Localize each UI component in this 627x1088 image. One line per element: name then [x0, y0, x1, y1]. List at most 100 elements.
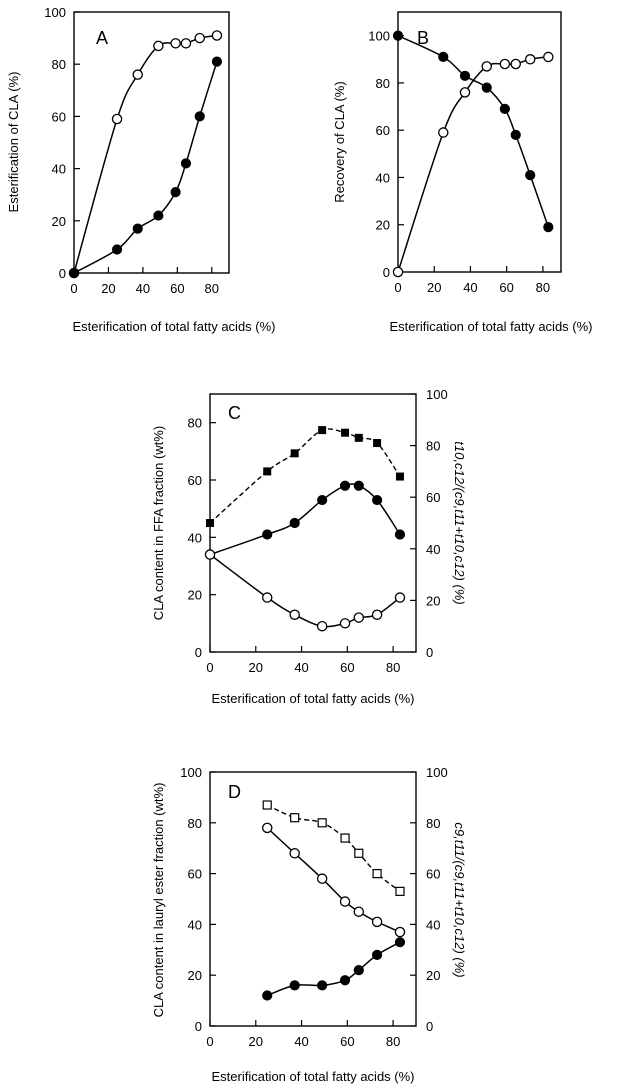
- y-tick-label: 80: [188, 816, 202, 831]
- data-point: [211, 56, 223, 67]
- data-point: [353, 906, 365, 917]
- data-point: [289, 609, 300, 620]
- y-axis-title: Recovery of CLA (%): [332, 81, 347, 202]
- data-point: [180, 158, 192, 169]
- data-point: [459, 87, 471, 98]
- data-point: [510, 58, 521, 70]
- x-tick-label: 80: [386, 660, 400, 675]
- y-tick-label: 40: [52, 162, 66, 177]
- series-fit-line: [209, 483, 401, 556]
- series-fit-line: [209, 428, 401, 524]
- data-point: [194, 111, 205, 122]
- y-tick-label: 0: [383, 265, 390, 280]
- data-point: [392, 266, 404, 278]
- data-point: [318, 426, 327, 435]
- y-tick-label: 80: [376, 76, 390, 91]
- y-right-axis-title: t10,c12/(c9,t11+t10,c12) (%): [452, 441, 467, 604]
- data-point: [262, 990, 273, 1001]
- data-point: [524, 54, 536, 65]
- x-axis-title: Esterification of total fatty acids (%): [389, 319, 592, 334]
- data-point: [353, 480, 364, 491]
- panel-label: B: [417, 28, 429, 48]
- data-point: [371, 916, 383, 928]
- y-right-tick-label: 20: [426, 968, 440, 983]
- series-1: [392, 51, 554, 278]
- x-tick-label: 0: [206, 1034, 213, 1049]
- panel-label: D: [228, 782, 241, 802]
- y-right-tick-label: 60: [426, 490, 440, 505]
- x-tick-label: 20: [249, 1034, 263, 1049]
- series-2: [261, 822, 406, 938]
- data-point: [153, 210, 164, 221]
- series-fit-line: [397, 34, 550, 228]
- x-tick-label: 40: [136, 281, 150, 296]
- series-2: [204, 480, 406, 560]
- series-1: [68, 30, 223, 279]
- y-right-tick-label: 0: [426, 645, 433, 660]
- y-right-tick-label: 40: [426, 542, 440, 557]
- data-point: [339, 896, 351, 907]
- data-point: [499, 103, 510, 115]
- plot-frame: [209, 771, 417, 1027]
- data-point: [261, 592, 273, 603]
- series-3: [204, 549, 406, 632]
- x-tick-label: 60: [499, 280, 513, 295]
- data-point: [481, 61, 492, 72]
- data-point: [180, 38, 192, 49]
- data-point: [354, 848, 364, 858]
- y-axis-title: CLA content in lauryl ester fraction (wt…: [151, 783, 166, 1018]
- data-point: [354, 433, 363, 442]
- series-2: [392, 30, 554, 233]
- data-point: [438, 51, 449, 63]
- y-right-tick-label: 80: [426, 816, 440, 831]
- series-fit-line: [266, 941, 401, 997]
- data-point: [68, 267, 80, 279]
- data-point: [289, 848, 300, 859]
- data-point: [263, 467, 272, 476]
- series-2: [68, 56, 223, 279]
- y-right-tick-label: 100: [426, 387, 448, 402]
- y-right-tick-label: 60: [426, 867, 440, 882]
- data-point: [289, 980, 300, 991]
- series-fit-line: [73, 34, 218, 274]
- panel-label: A: [96, 28, 108, 48]
- x-tick-label: 20: [249, 660, 263, 675]
- data-point: [525, 169, 536, 181]
- data-point: [316, 620, 328, 632]
- x-tick-label: 40: [294, 1034, 308, 1049]
- y-right-tick-label: 20: [426, 593, 440, 608]
- y-tick-label: 100: [368, 29, 390, 44]
- data-point: [289, 517, 300, 529]
- data-point: [394, 529, 406, 540]
- y-tick-label: 60: [188, 867, 202, 882]
- data-point: [317, 980, 328, 991]
- x-tick-label: 0: [70, 281, 77, 296]
- data-point: [111, 113, 123, 125]
- y-right-tick-label: 100: [426, 765, 448, 780]
- data-point: [394, 926, 406, 938]
- series-fit-line: [266, 827, 401, 933]
- data-point: [510, 129, 521, 141]
- x-tick-label: 80: [205, 281, 219, 296]
- data-point: [394, 592, 406, 603]
- data-point: [341, 428, 350, 437]
- y-tick-label: 0: [195, 1019, 202, 1034]
- x-tick-label: 60: [340, 660, 354, 675]
- x-tick-label: 80: [386, 1034, 400, 1049]
- data-point: [353, 612, 365, 623]
- y-tick-label: 100: [44, 5, 66, 20]
- series-fit-line: [209, 553, 401, 628]
- data-point: [371, 609, 383, 620]
- y-tick-label: 20: [52, 214, 66, 229]
- y-tick-label: 40: [188, 530, 202, 545]
- data-point: [194, 32, 205, 44]
- data-point: [499, 58, 511, 70]
- data-point: [459, 70, 471, 81]
- data-point: [153, 40, 164, 52]
- y-tick-label: 20: [188, 588, 202, 603]
- x-tick-label: 40: [294, 660, 308, 675]
- data-point: [262, 529, 273, 540]
- data-point: [211, 30, 223, 41]
- data-point: [261, 822, 273, 834]
